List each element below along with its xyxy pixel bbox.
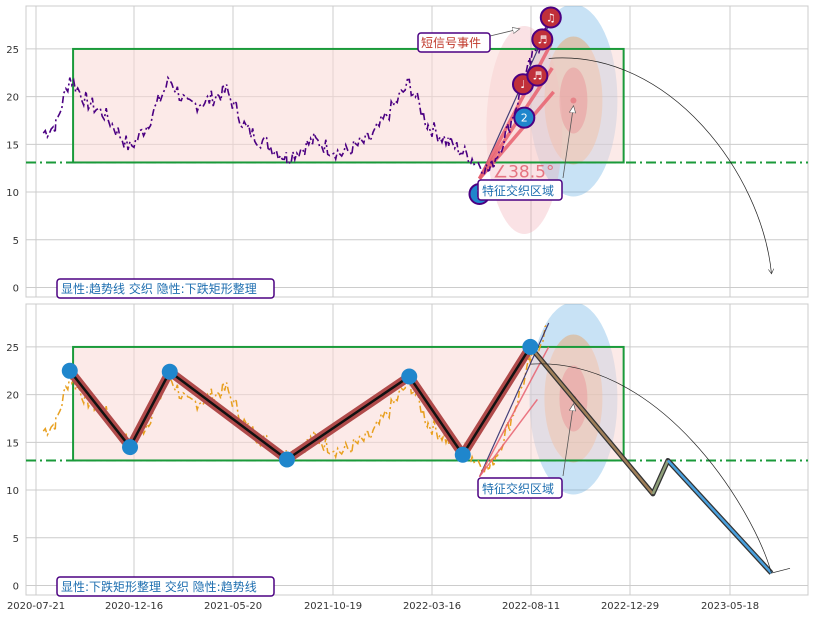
bottom-bottom-label-box: 显性:下跌矩形整理 交织 隐性:趋势线 (56, 576, 275, 597)
signal-marker-label: ♬ (532, 70, 542, 83)
x-tick-label: 2022-12-29 (601, 601, 659, 612)
y-tick-label: 15 (6, 140, 19, 151)
zigzag-node (401, 368, 418, 385)
event-marker (513, 106, 536, 129)
bottom-projection-segments (529, 346, 773, 574)
trend-fan-line (478, 346, 550, 478)
y-tick-label: 25 (6, 45, 19, 56)
x-tick-label: 2021-10-19 (304, 601, 362, 612)
y-tick-label: 20 (6, 391, 19, 402)
y-tick-label: 25 (6, 343, 19, 354)
y-tick-label: 5 (13, 534, 19, 545)
x-tick-label: 2022-03-16 (403, 601, 461, 612)
projection-segment (651, 459, 669, 495)
projection-segment (666, 459, 773, 574)
x-tick-label: 2023-05-18 (701, 601, 759, 612)
trend-fan-line (478, 398, 538, 478)
bottom-forecast-curve (530, 363, 791, 574)
x-tick-label: 2022-08-11 (502, 601, 560, 612)
top-price-series (42, 24, 550, 176)
top-zone-label-box: 特征交织区域 (477, 179, 563, 201)
event-marker-label: 2 (521, 112, 528, 125)
x-tick-label: 2020-07-21 (7, 601, 65, 612)
top-zone-arrow (562, 106, 573, 179)
top-forecast-curve (548, 57, 772, 273)
top-bottom-label: 显性:趋势线 交织 隐性:下跌矩形整理 (61, 281, 257, 296)
y-tick-label: 10 (6, 486, 19, 497)
signal-marker (539, 6, 562, 29)
top-angle-text: ∠38.5° (493, 163, 555, 183)
zigzag-node (161, 363, 178, 380)
x-axis-tick-labels: 2020-07-21 2020-12-16 2021-05-20 2021-10-19… (7, 601, 759, 612)
x-tick-label: 2021-05-20 (204, 601, 262, 612)
signal-marker-label: ♫ (546, 11, 556, 24)
y-tick-label: 10 (6, 188, 19, 199)
y-tick-label: 5 (13, 236, 19, 247)
x-tick-label: 2020-12-16 (105, 601, 163, 612)
signal-marker-label: ♬ (537, 33, 547, 46)
y-tick-label: 0 (13, 283, 19, 294)
top-signal-label: 短信号事件 (421, 36, 481, 50)
bottom-bottom-label: 显性:下跌矩形整理 交织 隐性:趋势线 (61, 579, 257, 594)
zigzag-node (522, 338, 539, 355)
bottom-zigzag-nodes (61, 338, 539, 468)
signal-marker (531, 28, 554, 51)
top-zone-label: 特征交织区域 (482, 183, 554, 198)
top-signal-arrow (489, 29, 519, 37)
zigzag-node (122, 439, 139, 456)
y-tick-label: 20 (6, 93, 19, 104)
bottom-y-ticks: 0 5 10 15 20 25 (6, 343, 19, 593)
y-tick-label: 15 (6, 438, 19, 449)
signal-marker-label: ♩ (520, 78, 525, 91)
zigzag-node (454, 446, 471, 463)
y-tick-label: 0 (13, 581, 19, 592)
top-signal-label-box: 短信号事件 (417, 32, 491, 53)
top-bottom-label-box: 显性:趋势线 交织 隐性:下跌矩形整理 (56, 278, 275, 299)
projection-segment (529, 346, 654, 495)
bottom-zone-arrow (562, 404, 573, 477)
bottom-zone-label: 特征交织区域 (482, 481, 554, 496)
bottom-panel: 0 5 10 15 20 25 特征交织区域 显性:下跌矩形整理 交织 隐性:趋势线 (6, 303, 809, 597)
zigzag-node (61, 362, 78, 379)
signal-marker (526, 64, 549, 87)
bottom-zone-label-box: 特征交织区域 (477, 477, 563, 499)
trend-fan-line (478, 24, 550, 179)
top-y-ticks: 0 5 10 15 20 25 (6, 45, 19, 295)
zigzag-node (278, 451, 295, 468)
